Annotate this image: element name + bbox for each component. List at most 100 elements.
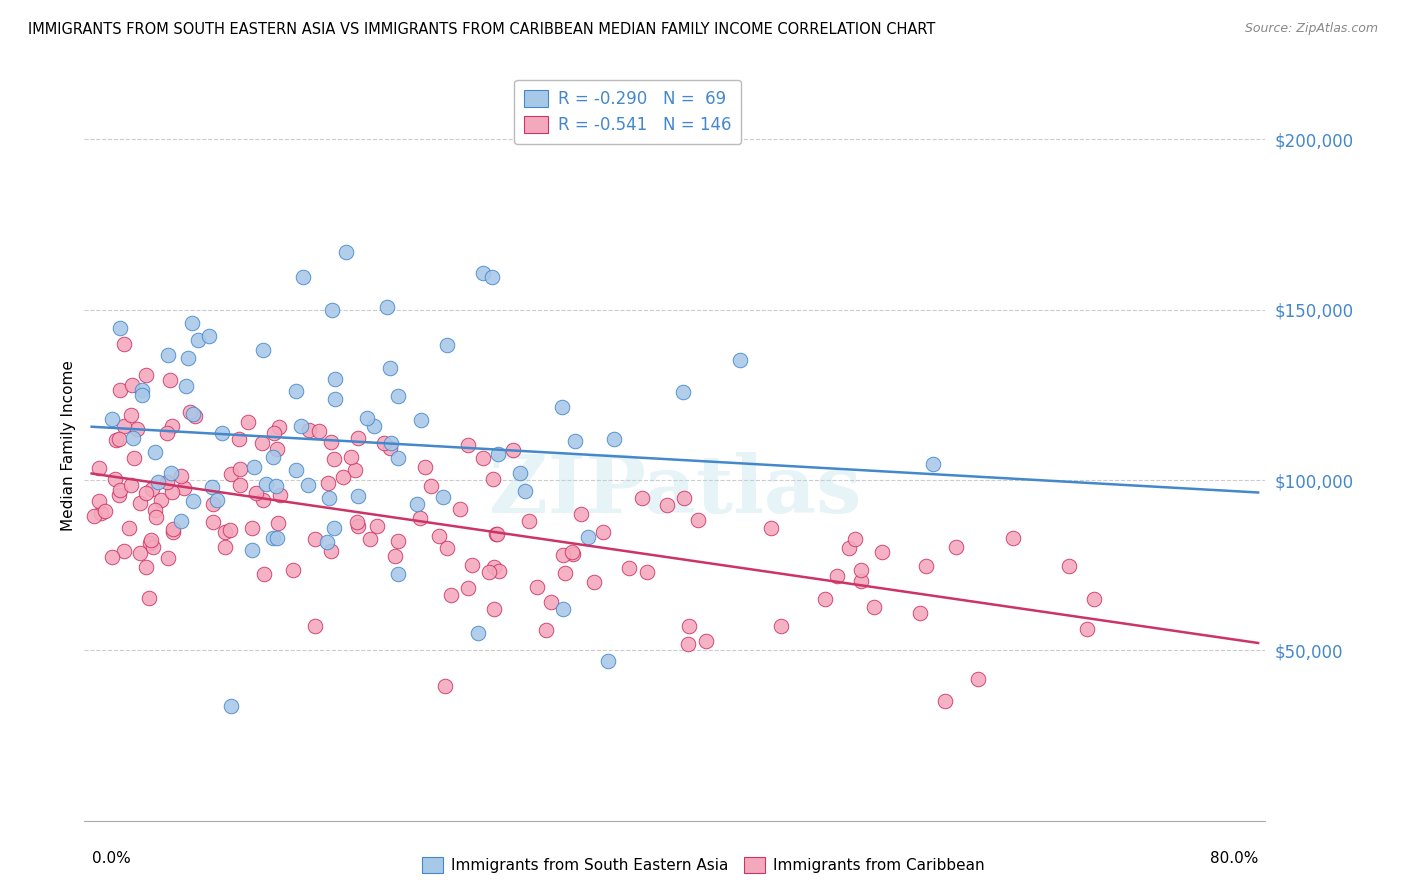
Point — [187, 333, 209, 347]
Point — [157, 551, 180, 566]
Point — [131, 383, 153, 397]
Point — [347, 518, 370, 533]
Point — [262, 450, 284, 464]
Point — [1076, 623, 1098, 637]
Point — [219, 698, 242, 713]
Point — [583, 575, 606, 590]
Point — [129, 546, 152, 560]
Point — [120, 409, 142, 423]
Point — [730, 353, 752, 368]
Point — [356, 411, 378, 425]
Point — [488, 564, 510, 578]
Point — [135, 368, 157, 382]
Point — [104, 434, 127, 448]
Point — [1059, 558, 1081, 573]
Point — [380, 436, 402, 450]
Point — [375, 300, 398, 314]
Point — [844, 532, 866, 546]
Point — [179, 405, 201, 419]
Point — [346, 516, 368, 530]
Point — [236, 415, 259, 429]
Point — [838, 541, 860, 555]
Point — [461, 558, 484, 572]
Point — [387, 451, 409, 466]
Point — [849, 574, 872, 588]
Point — [173, 482, 195, 496]
Point — [297, 478, 319, 492]
Point — [135, 560, 157, 574]
Point — [145, 502, 167, 516]
Point — [526, 581, 548, 595]
Point — [631, 491, 654, 505]
Point — [409, 511, 432, 525]
Point — [319, 435, 342, 450]
Point — [201, 480, 224, 494]
Point — [569, 507, 592, 521]
Point — [229, 478, 252, 492]
Point — [862, 599, 884, 614]
Point — [332, 470, 354, 484]
Legend: Immigrants from South Eastern Asia, Immigrants from Caribbean: Immigrants from South Eastern Asia, Immi… — [416, 851, 990, 880]
Point — [603, 432, 626, 446]
Text: 0.0%: 0.0% — [91, 851, 131, 865]
Point — [561, 547, 583, 561]
Point — [672, 491, 695, 505]
Point — [219, 467, 242, 482]
Point — [472, 266, 495, 280]
Point — [112, 544, 135, 558]
Point — [366, 519, 388, 533]
Point — [245, 486, 267, 500]
Point — [93, 504, 115, 518]
Point — [131, 387, 153, 401]
Point — [139, 535, 162, 549]
Point — [266, 516, 288, 530]
Point — [170, 515, 193, 529]
Point — [695, 633, 717, 648]
Point — [285, 463, 308, 477]
Point — [263, 425, 285, 440]
Point — [467, 626, 489, 640]
Point — [269, 488, 291, 502]
Point — [107, 432, 129, 446]
Point — [142, 540, 165, 554]
Point — [304, 618, 326, 632]
Point — [481, 269, 503, 284]
Point — [170, 468, 193, 483]
Point — [162, 522, 184, 536]
Point — [481, 472, 503, 486]
Point — [290, 419, 312, 434]
Point — [457, 438, 479, 452]
Point — [387, 567, 409, 582]
Point — [243, 460, 266, 475]
Point — [269, 419, 291, 434]
Point — [517, 514, 540, 528]
Point — [197, 329, 219, 343]
Point — [945, 540, 967, 554]
Point — [156, 425, 179, 440]
Point — [150, 492, 173, 507]
Point — [101, 412, 124, 426]
Point — [686, 513, 709, 527]
Point — [298, 423, 321, 437]
Point — [502, 442, 524, 457]
Point — [162, 524, 184, 539]
Point — [380, 441, 402, 455]
Point — [112, 337, 135, 351]
Point — [304, 533, 326, 547]
Point — [308, 425, 330, 439]
Point — [118, 521, 141, 535]
Point — [513, 483, 536, 498]
Point — [486, 447, 509, 461]
Point — [240, 521, 263, 535]
Point — [322, 520, 344, 534]
Point — [104, 472, 127, 486]
Point — [266, 442, 288, 456]
Point — [138, 591, 160, 605]
Point — [509, 466, 531, 480]
Point — [83, 508, 105, 523]
Y-axis label: Median Family Income: Median Family Income — [60, 360, 76, 532]
Point — [387, 389, 409, 403]
Point — [110, 320, 132, 334]
Point — [184, 409, 207, 423]
Point — [553, 548, 575, 562]
